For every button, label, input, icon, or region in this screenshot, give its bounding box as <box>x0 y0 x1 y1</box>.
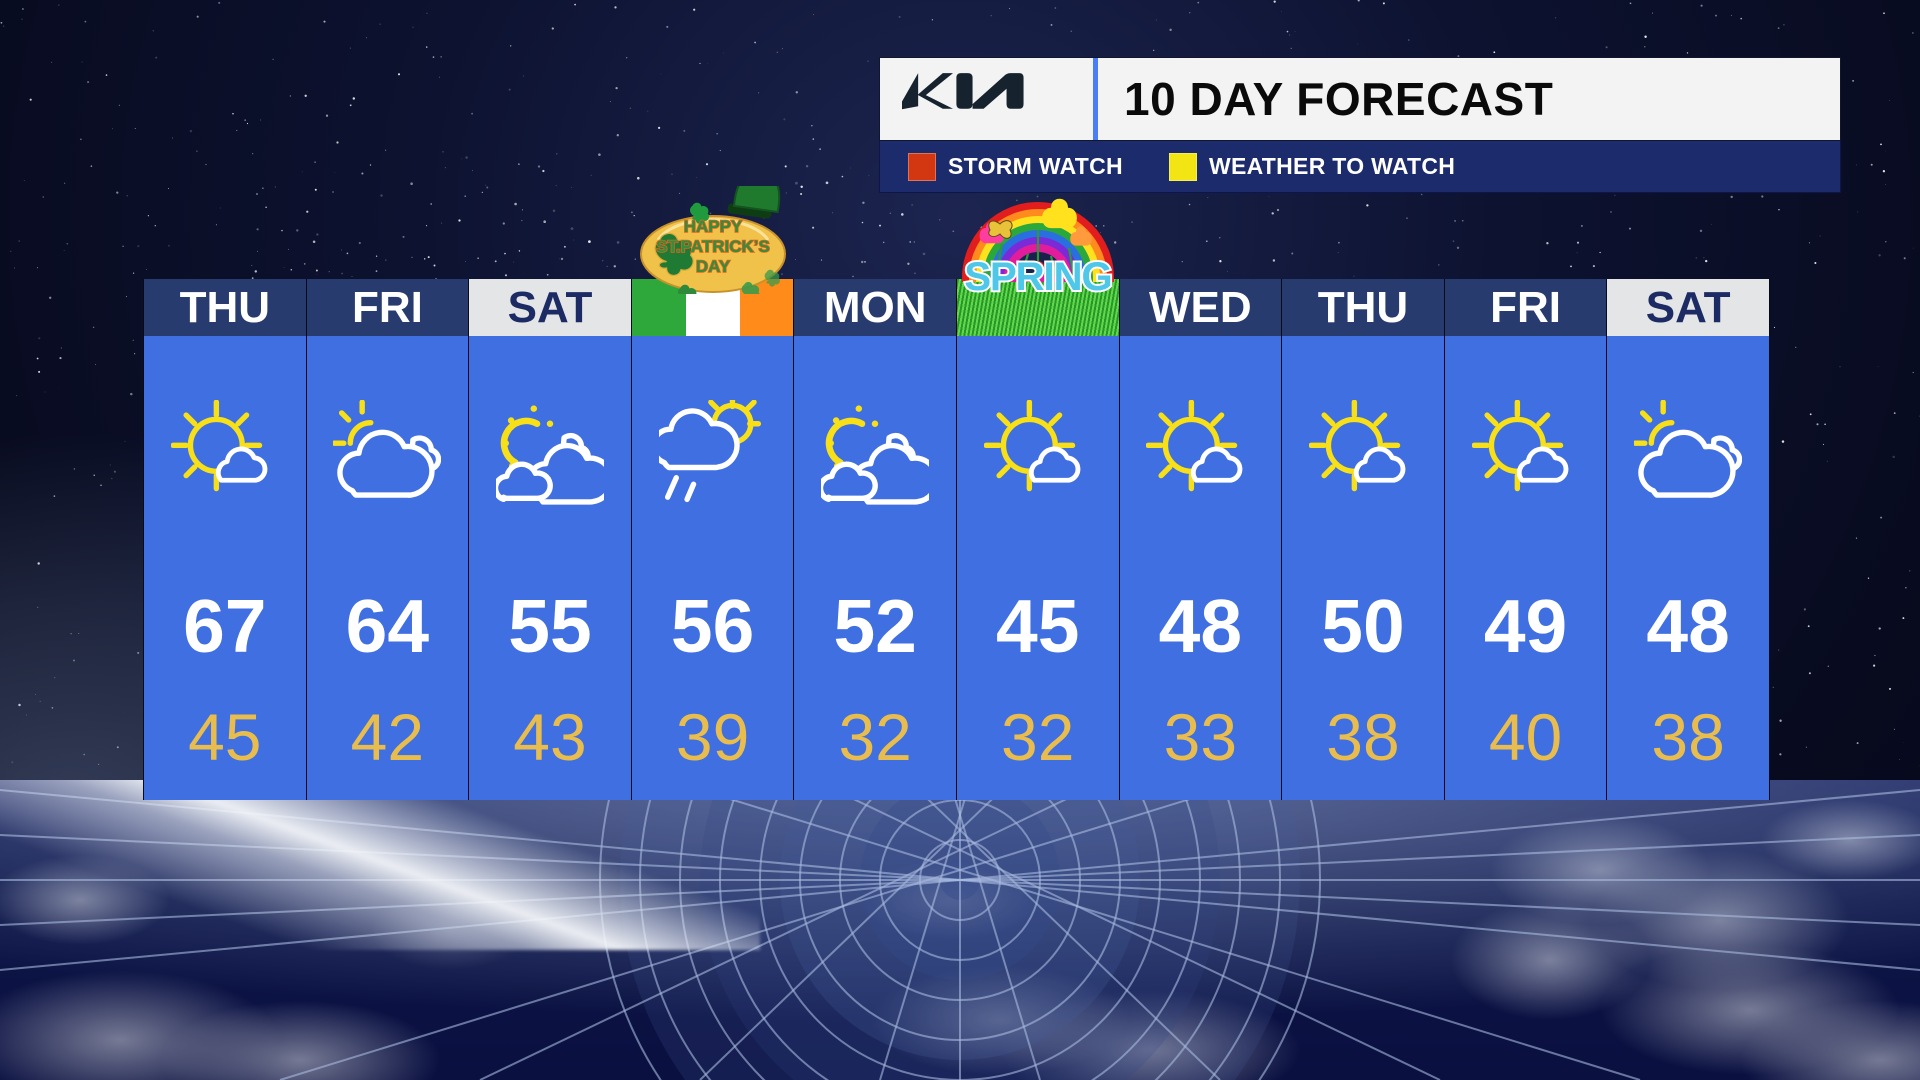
svg-text:DAY: DAY <box>696 257 731 276</box>
svg-text:SPRING: SPRING <box>964 255 1111 294</box>
svg-text:HAPPY: HAPPY <box>683 217 742 236</box>
svg-text:ST.PATRICK’S: ST.PATRICK’S <box>656 237 770 256</box>
